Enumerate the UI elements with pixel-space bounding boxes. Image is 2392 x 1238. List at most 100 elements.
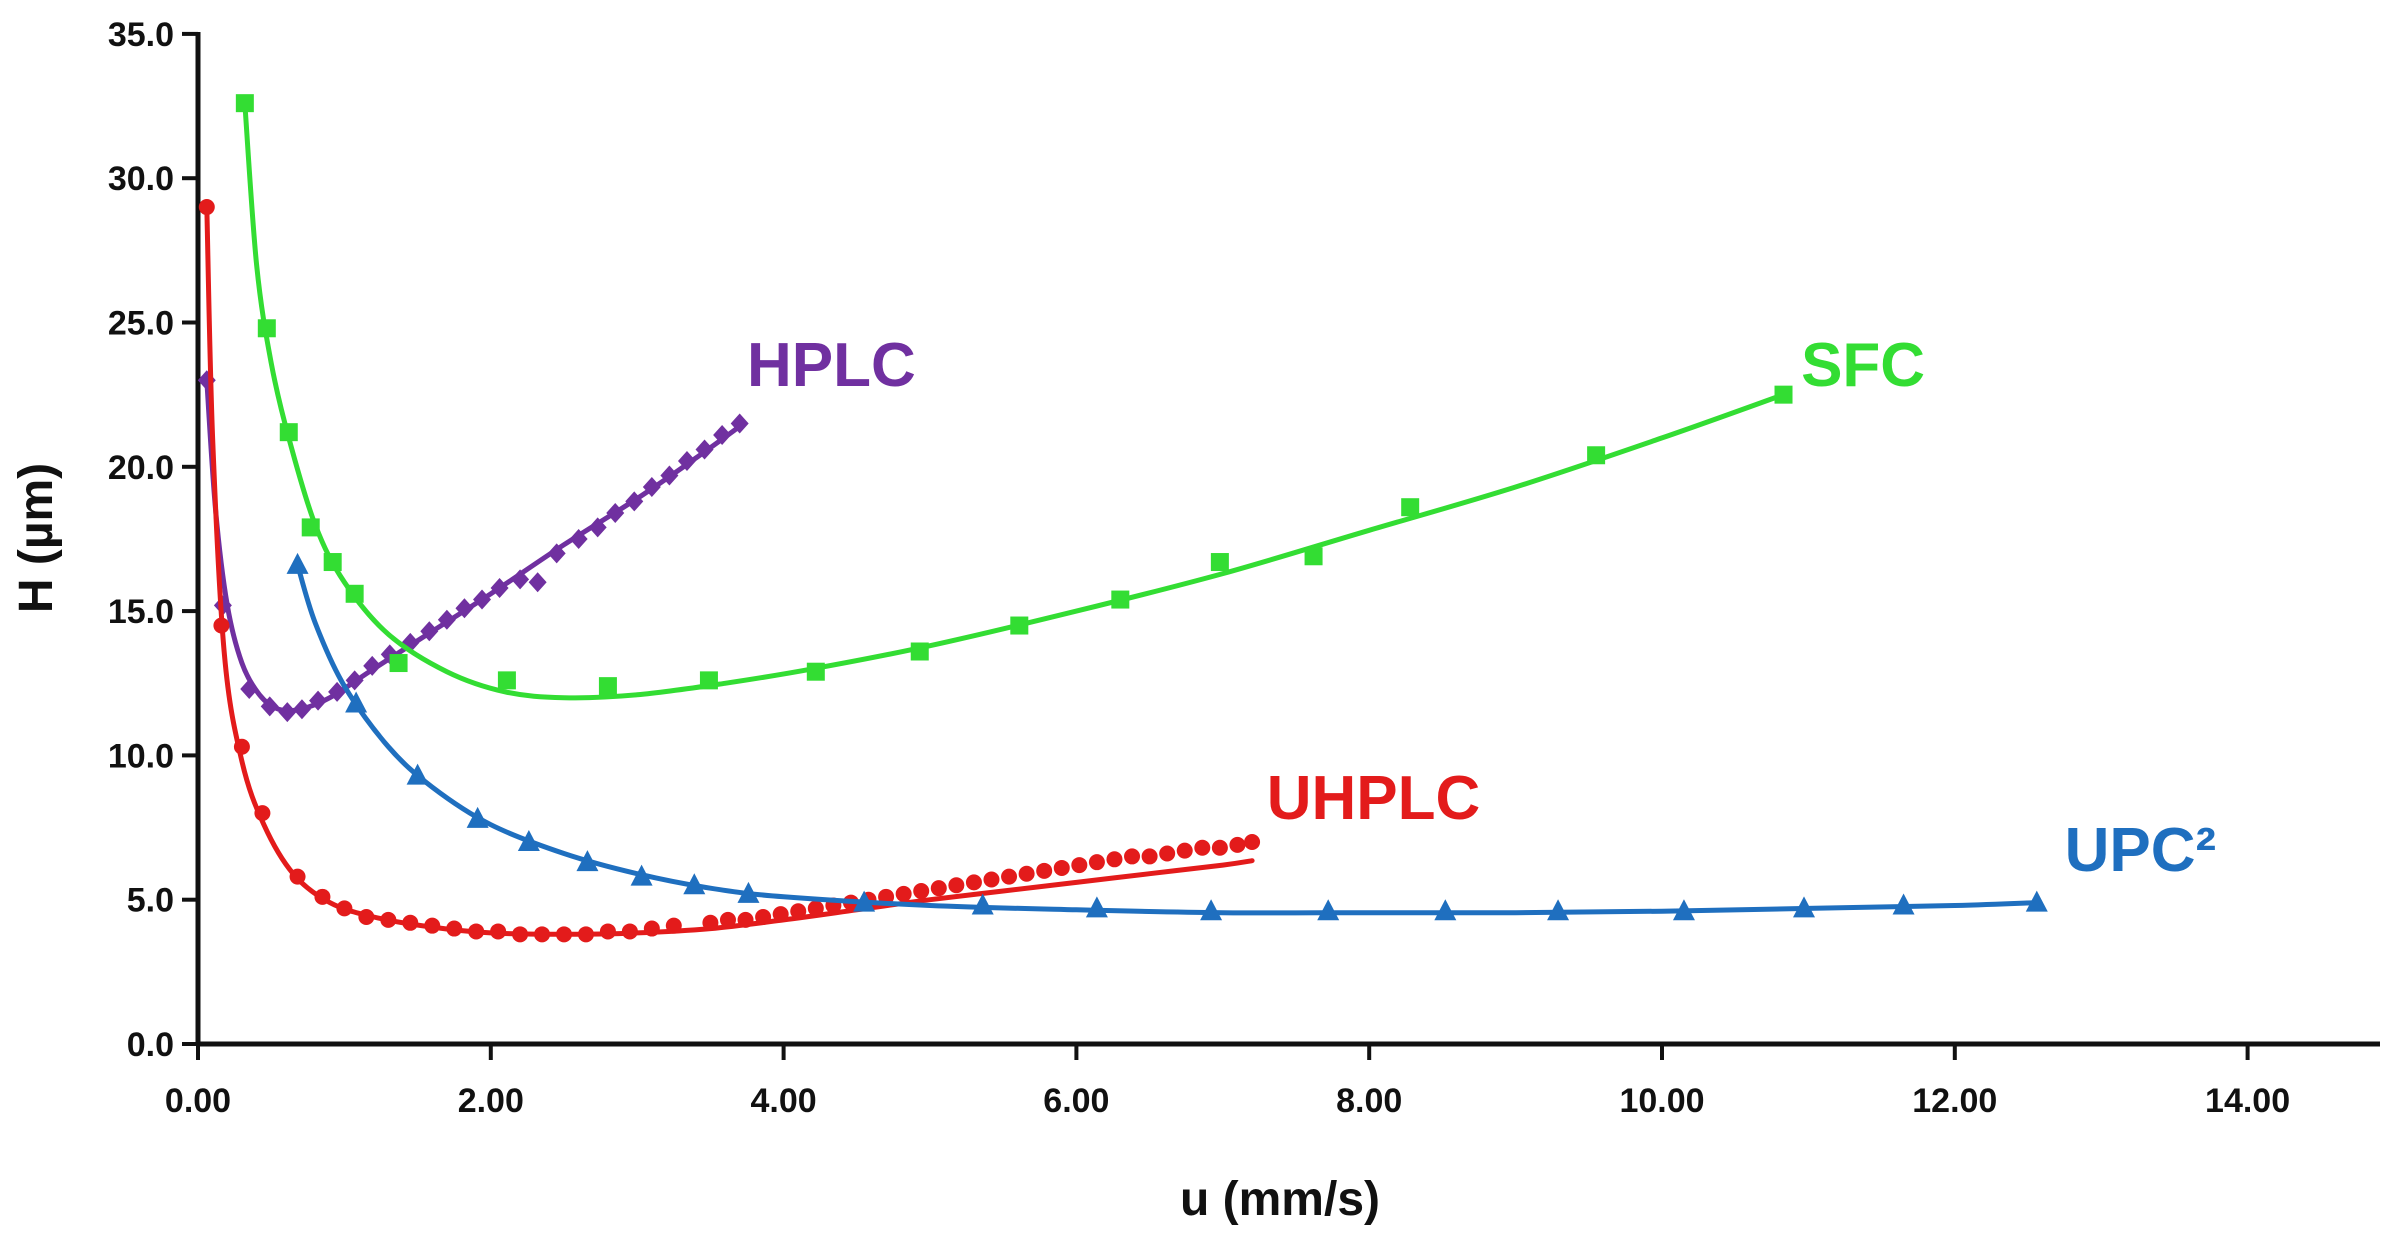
data-point-upc (1793, 896, 1816, 918)
series-layer: HPLC SFC UHPLC UPC² (197, 94, 2216, 943)
data-point-hplc (677, 451, 696, 472)
data-point-hplc (606, 502, 625, 523)
data-point-uhplc (402, 914, 419, 931)
data-point-hplc (660, 465, 679, 486)
data-point-upc (1547, 899, 1570, 921)
data-point-hplc (260, 696, 279, 717)
data-point-uhplc (468, 923, 485, 940)
fit-line-sfc (242, 100, 1786, 701)
data-point-uhplc (643, 920, 660, 937)
data-point-upc (406, 763, 429, 785)
data-point-sfc (1210, 553, 1229, 572)
data-point-uhplc (665, 917, 682, 934)
data-point-hplc (511, 569, 530, 590)
data-point-upc (517, 829, 540, 851)
data-point-uhplc (289, 868, 306, 885)
data-point-upc (853, 890, 876, 912)
data-point-hplc (713, 425, 732, 446)
y-tick-label: 5.0 (127, 882, 174, 920)
data-point-sfc (257, 319, 276, 338)
data-point-uhplc (380, 911, 397, 928)
x-tick-label: 4.00 (751, 1082, 817, 1120)
data-point-upc (630, 864, 653, 886)
data-point-uhplc (1018, 865, 1035, 882)
series-uhplc: UHPLC (198, 199, 1481, 943)
data-point-uhplc (983, 871, 1000, 888)
data-point-uhplc (198, 199, 215, 216)
data-point-uhplc (702, 914, 719, 931)
data-point-uhplc (1053, 859, 1070, 876)
data-point-hplc (547, 543, 566, 564)
y-tick-label: 20.0 (108, 449, 174, 487)
data-point-uhplc (490, 923, 507, 940)
data-point-upc (683, 873, 706, 895)
x-tick-label: 0.00 (165, 1082, 231, 1120)
x-tick-label: 2.00 (458, 1082, 524, 1120)
data-point-uhplc (948, 877, 965, 894)
data-point-hplc (528, 572, 547, 593)
series-label-hplc: HPLC (747, 331, 916, 400)
data-point-hplc (278, 702, 297, 723)
data-point-upc (1672, 899, 1695, 921)
data-point-uhplc (755, 909, 772, 926)
data-point-sfc (910, 642, 929, 661)
y-tick-label: 15.0 (108, 593, 174, 631)
data-point-uhplc (314, 888, 331, 905)
data-point-uhplc (1211, 839, 1228, 856)
data-point-uhplc (1176, 842, 1193, 859)
data-point-hplc (240, 679, 259, 700)
data-point-hplc (588, 517, 607, 538)
y-tick-label: 30.0 (108, 160, 174, 198)
data-point-uhplc (512, 926, 529, 943)
data-point-uhplc (790, 903, 807, 920)
data-point-uhplc (1159, 845, 1176, 862)
data-point-uhplc (213, 617, 230, 634)
data-point-uhplc (1036, 862, 1053, 879)
data-point-hplc (363, 655, 382, 676)
data-point-sfc (1587, 446, 1606, 465)
data-point-upc (2025, 890, 2048, 912)
x-tick-label: 8.00 (1336, 1082, 1402, 1120)
series-label-uhplc: UHPLC (1267, 764, 1481, 833)
data-point-sfc (598, 677, 617, 696)
data-point-hplc (455, 598, 474, 619)
data-point-uhplc (737, 911, 754, 928)
data-point-sfc (235, 94, 254, 113)
data-point-sfc (1111, 590, 1130, 609)
data-point-upc (1317, 899, 1340, 921)
data-point-uhplc (930, 880, 947, 897)
y-tick-label: 35.0 (108, 16, 174, 54)
data-point-uhplc (424, 917, 441, 934)
data-point-hplc (625, 491, 644, 512)
data-point-uhplc (534, 926, 551, 943)
data-point-sfc (345, 584, 364, 603)
data-point-upc (1085, 896, 1108, 918)
x-tick-label: 10.00 (1619, 1082, 1704, 1120)
data-point-upc (1200, 899, 1223, 921)
data-point-sfc (1304, 547, 1323, 566)
data-point-uhplc (1244, 833, 1261, 850)
y-axis-title: H (µm) (10, 463, 63, 613)
data-point-sfc (389, 654, 408, 673)
axes (195, 32, 2380, 1047)
x-axis-title: u (mm/s) (1180, 1173, 1380, 1226)
data-point-upc (345, 691, 368, 713)
data-point-hplc (695, 439, 714, 460)
x-tick-label: 12.00 (1912, 1082, 1997, 1120)
data-point-uhplc (1124, 848, 1141, 865)
data-point-uhplc (599, 923, 616, 940)
x-tick-label: 14.00 (2205, 1082, 2290, 1120)
data-point-sfc (301, 518, 320, 537)
data-point-uhplc (233, 738, 250, 755)
data-point-hplc (490, 578, 509, 599)
data-point-hplc (328, 681, 347, 702)
data-point-uhplc (772, 906, 789, 923)
data-point-uhplc (621, 923, 638, 940)
x-tick-label: 6.00 (1043, 1082, 1109, 1120)
series-sfc: SFC (235, 94, 1925, 701)
data-point-upc (737, 881, 760, 903)
data-point-uhplc (336, 900, 353, 917)
data-point-upc (466, 806, 489, 828)
data-point-uhplc (577, 926, 594, 943)
data-point-sfc (497, 671, 516, 690)
